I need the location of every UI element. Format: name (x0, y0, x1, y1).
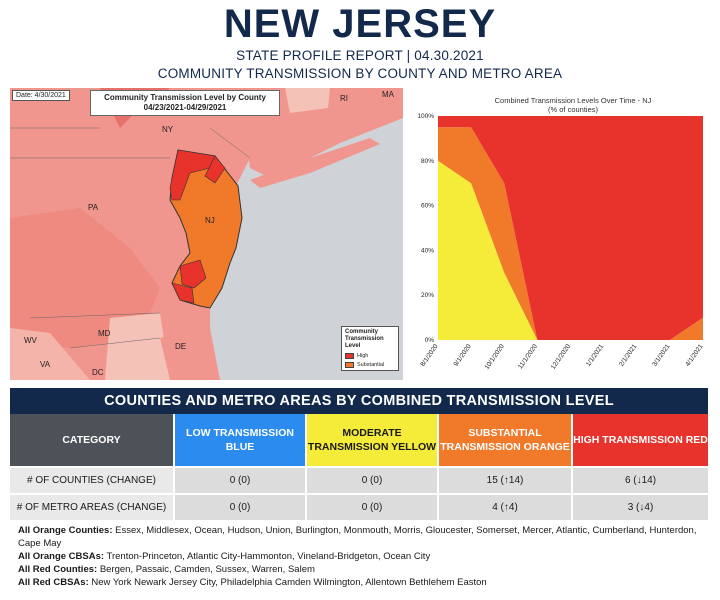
x-tick-label: 10/1/2020 (484, 343, 507, 371)
map-legend: Community Transmission Level High Substa… (341, 326, 399, 371)
note-orange-cbsas: All Orange CBSAs: Trenton-Princeton, Atl… (18, 550, 708, 563)
x-tick-label: 4/1/2021 (684, 343, 704, 368)
table-header-row: CATEGORY LOW TRANSMISSION BLUE MODERATE … (10, 414, 708, 468)
legend-swatch-substantial (345, 362, 354, 368)
legend-title: Community Transmission Level (345, 329, 384, 349)
y-tick-label: 100% (417, 113, 434, 120)
map-title: Community Transmission Level by County (104, 93, 266, 102)
county-transmission-map: Date: 4/30/2021 Community Transmission L… (10, 88, 403, 380)
x-tick-label: 1/1/2021 (585, 343, 605, 368)
legend-swatch-high (345, 353, 354, 359)
map-label-ny: NY (162, 125, 174, 134)
transmission-over-time-chart: Combined Transmission Levels Over Time -… (408, 88, 710, 380)
map-label-wv: WV (24, 336, 37, 345)
note-label: All Red CBSAs: (18, 577, 89, 588)
map-label-de: DE (175, 342, 187, 351)
map-date-label: Date: 4/30/2021 (12, 90, 70, 101)
report-title: NEW JERSEY (223, 2, 497, 46)
map-date-range: 04/23/2021-04/29/2021 (143, 103, 227, 112)
cell-low: 0 (0) (175, 468, 307, 495)
y-tick-label: 0% (425, 337, 435, 344)
legend-item-substantial: Substantial (345, 362, 395, 368)
cell-moderate: 0 (0) (307, 495, 439, 522)
y-tick-label: 80% (421, 158, 434, 165)
chart-y-ticks: 0% 20% 40% 60% 80% 100% (417, 113, 434, 344)
x-tick-label: 9/1/2020 (453, 343, 473, 368)
note-text: Trenton-Princeton, Atlantic City-Hammont… (106, 551, 431, 562)
map-label-va: VA (40, 360, 51, 369)
county-notes: All Orange Counties: Essex, Middlesex, O… (18, 524, 708, 589)
map-label-ri: RI (340, 94, 348, 103)
chart-svg: Combined Transmission Levels Over Time -… (417, 96, 704, 371)
area-series-3 (438, 116, 703, 340)
legend-label-high: High (357, 353, 369, 359)
map-label-dc: DC (92, 368, 104, 377)
note-text: Essex, Middlesex, Ocean, Hudson, Union, … (18, 525, 697, 549)
map-graphic (10, 88, 403, 380)
note-red-counties: All Red Counties: Bergen, Passaic, Camde… (18, 563, 708, 576)
map-label-ma: MA (382, 90, 394, 99)
table-row: # OF METRO AREAS (CHANGE) 0 (0) 0 (0) 4 … (10, 495, 708, 522)
area-series-1 (438, 160, 703, 340)
header-high: HIGH TRANSMISSION RED (573, 414, 708, 468)
note-red-cbsas: All Red CBSAs: New York Newark Jersey Ci… (18, 576, 708, 589)
x-tick-label: 3/1/2021 (651, 343, 671, 368)
note-orange-counties: All Orange Counties: Essex, Middlesex, O… (18, 524, 708, 550)
note-label: All Red Counties: (18, 564, 98, 575)
cell-moderate: 0 (0) (307, 468, 439, 495)
chart-title: Combined Transmission Levels Over Time -… (495, 96, 652, 105)
report-section-title: COMMUNITY TRANSMISSION BY COUNTY AND MET… (157, 66, 563, 81)
y-tick-label: 60% (421, 203, 434, 210)
note-label: All Orange CBSAs: (18, 551, 105, 562)
chart-x-ticks: 8/1/2020 9/1/2020 10/1/2020 11/1/2020 12/1/2… (419, 343, 704, 371)
x-tick-label: 2/1/2021 (618, 343, 638, 368)
y-tick-label: 40% (421, 247, 434, 254)
report-subtitle: STATE PROFILE REPORT | 04.30.2021 (236, 48, 484, 63)
table-banner: COUNTIES AND METRO AREAS BY COMBINED TRA… (10, 388, 708, 414)
y-tick-label: 20% (421, 292, 434, 299)
cell-low: 0 (0) (175, 495, 307, 522)
header-substantial: SUBSTANTIAL TRANSMISSION ORANGE (439, 414, 573, 468)
x-tick-label: 12/1/2020 (550, 343, 573, 371)
chart-plot-area (438, 116, 703, 340)
table-row: # OF COUNTIES (CHANGE) 0 (0) 0 (0) 15 (↑… (10, 468, 708, 495)
map-label-pa: PA (88, 203, 99, 212)
x-tick-label: 11/1/2020 (517, 343, 539, 371)
map-title-box: Community Transmission Level by County 0… (90, 90, 280, 116)
area-series-2 (438, 127, 703, 340)
header-moderate: MODERATE TRANSMISSION YELLOW (307, 414, 439, 468)
note-text: New York Newark Jersey City, Philadelphi… (91, 577, 487, 588)
note-label: All Orange Counties: (18, 525, 113, 536)
legend-item-high: High (345, 353, 395, 359)
header-low: LOW TRANSMISSION BLUE (175, 414, 307, 468)
header-category: CATEGORY (10, 414, 175, 468)
chart-subtitle: (% of counties) (548, 105, 599, 114)
x-tick-label: 8/1/2020 (419, 343, 439, 368)
row-label: # OF COUNTIES (CHANGE) (10, 468, 175, 495)
transmission-table: CATEGORY LOW TRANSMISSION BLUE MODERATE … (10, 414, 708, 522)
map-label-nj: NJ (205, 216, 215, 225)
legend-label-substantial: Substantial (357, 362, 385, 368)
note-text: Bergen, Passaic, Camden, Sussex, Warren,… (99, 564, 315, 575)
cell-high: 3 (↓4) (573, 495, 708, 522)
map-label-md: MD (98, 329, 111, 338)
cell-high: 6 (↓14) (573, 468, 708, 495)
row-label: # OF METRO AREAS (CHANGE) (10, 495, 175, 522)
cell-substantial: 4 (↑4) (439, 495, 573, 522)
cell-substantial: 15 (↑14) (439, 468, 573, 495)
